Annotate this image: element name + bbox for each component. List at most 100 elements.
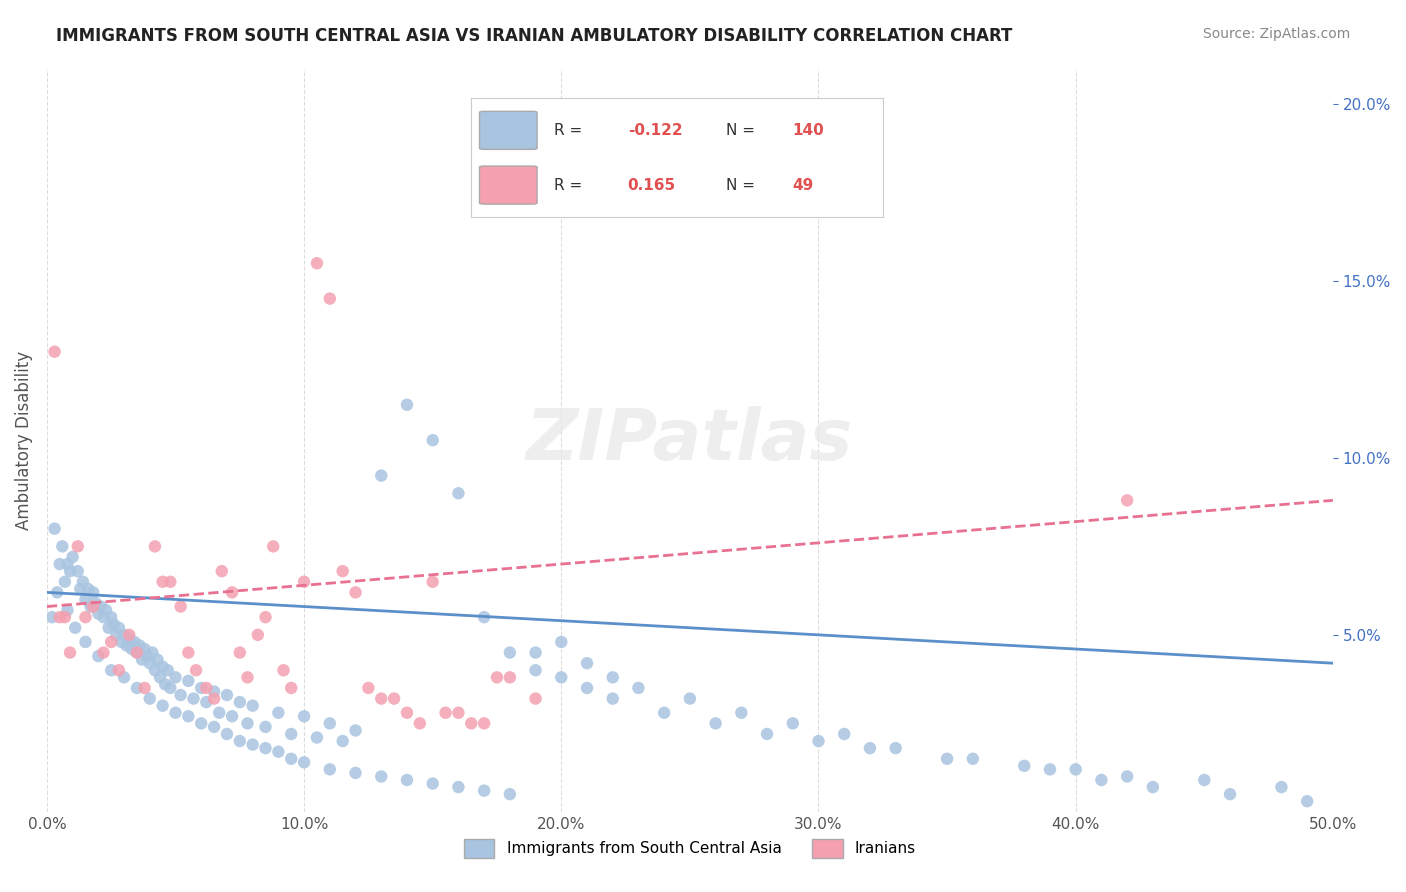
Point	[62, 549, 84, 564]
Point	[332, 564, 354, 578]
Point	[756, 727, 779, 741]
Point	[246, 628, 269, 642]
Point	[652, 706, 675, 720]
Point	[262, 540, 284, 554]
Point	[190, 716, 212, 731]
Point	[499, 787, 522, 801]
Point	[447, 706, 470, 720]
Point	[472, 610, 495, 624]
Point	[267, 745, 290, 759]
Point	[884, 741, 907, 756]
Point	[704, 716, 727, 731]
Point	[280, 752, 302, 766]
Point	[319, 292, 342, 306]
Point	[1064, 763, 1087, 777]
Point	[105, 628, 128, 642]
Point	[679, 691, 702, 706]
Point	[962, 752, 984, 766]
Point	[344, 585, 367, 599]
Point	[370, 691, 392, 706]
Point	[273, 663, 295, 677]
Point	[184, 663, 207, 677]
Point	[1194, 772, 1216, 787]
Point	[124, 635, 146, 649]
Point	[190, 681, 212, 695]
Point	[236, 716, 259, 731]
Point	[141, 646, 163, 660]
Point	[422, 776, 444, 790]
Point	[115, 639, 138, 653]
Point	[195, 681, 218, 695]
Point	[602, 691, 624, 706]
Point	[524, 646, 547, 660]
Legend: Immigrants from South Central Asia, Iranians: Immigrants from South Central Asia, Iran…	[458, 833, 922, 863]
Point	[395, 398, 418, 412]
Point	[118, 628, 141, 642]
Point	[79, 599, 101, 614]
Point	[53, 574, 76, 589]
Point	[44, 522, 66, 536]
Point	[93, 610, 115, 624]
Point	[110, 635, 132, 649]
Point	[221, 709, 243, 723]
Point	[499, 670, 522, 684]
Point	[395, 706, 418, 720]
Point	[807, 734, 830, 748]
Point	[66, 540, 89, 554]
Point	[46, 585, 69, 599]
Point	[146, 653, 169, 667]
Point	[499, 646, 522, 660]
Point	[422, 433, 444, 447]
Point	[195, 695, 218, 709]
Point	[215, 727, 238, 741]
Point	[100, 610, 122, 624]
Point	[434, 706, 457, 720]
Point	[1116, 769, 1139, 783]
Point	[139, 691, 162, 706]
Point	[242, 738, 264, 752]
Y-axis label: Ambulatory Disability: Ambulatory Disability	[15, 351, 32, 530]
Point	[236, 670, 259, 684]
Point	[75, 592, 97, 607]
Point	[159, 681, 181, 695]
Point	[370, 769, 392, 783]
Point	[202, 720, 225, 734]
Point	[485, 670, 508, 684]
Point	[524, 663, 547, 677]
Point	[169, 599, 191, 614]
Point	[1012, 759, 1035, 773]
Point	[48, 610, 70, 624]
Point	[112, 628, 135, 642]
Point	[93, 646, 115, 660]
Point	[1219, 787, 1241, 801]
Point	[169, 688, 191, 702]
Point	[87, 649, 110, 664]
Point	[165, 706, 187, 720]
Point	[56, 557, 79, 571]
Point	[730, 706, 752, 720]
Point	[229, 646, 252, 660]
Point	[118, 632, 141, 646]
Point	[139, 656, 162, 670]
Point	[332, 734, 354, 748]
Point	[472, 716, 495, 731]
Point	[524, 691, 547, 706]
Point	[77, 582, 100, 596]
Point	[100, 663, 122, 677]
Point	[859, 741, 882, 756]
Point	[112, 670, 135, 684]
Point	[152, 659, 174, 673]
Point	[370, 468, 392, 483]
Point	[221, 585, 243, 599]
Point	[177, 709, 200, 723]
Point	[128, 639, 150, 653]
Point	[254, 741, 277, 756]
Point	[602, 670, 624, 684]
Point	[211, 564, 233, 578]
Point	[149, 670, 172, 684]
Point	[292, 756, 315, 770]
Point	[131, 653, 153, 667]
Point	[1142, 780, 1164, 794]
Point	[292, 574, 315, 589]
Point	[100, 635, 122, 649]
